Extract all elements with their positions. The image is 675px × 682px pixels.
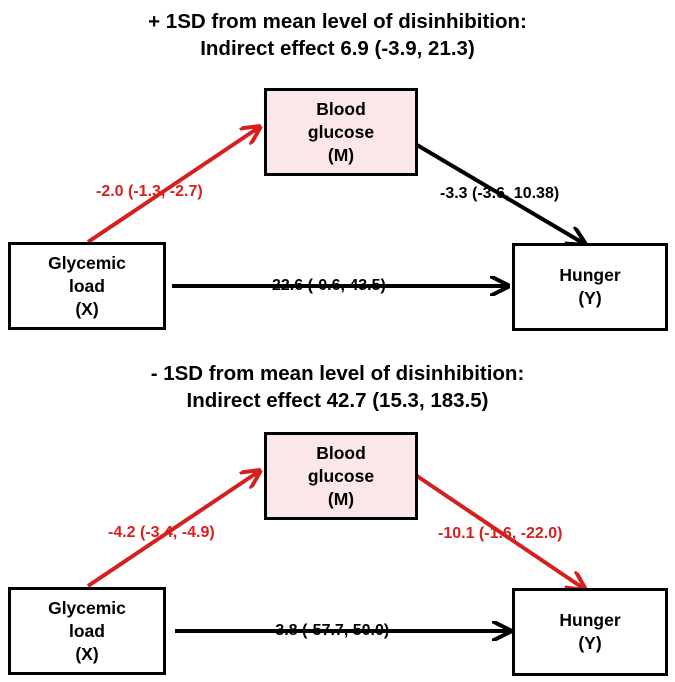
path-b-arrow (415, 474, 583, 588)
path-b-coefficient: -10.1 (-1.6, -22.0) (438, 525, 563, 542)
mediator-node-blood-glucose: Blood glucose (M) (264, 432, 418, 520)
node-label: Hunger (559, 610, 621, 630)
node-label: (Y) (578, 288, 602, 308)
node-label: glucose (307, 121, 375, 142)
predictor-node-glycemic-load: Glycemic load (X) (8, 587, 166, 675)
node-label: (X) (75, 298, 99, 319)
panel-title-line-2: Indirect effect 6.9 (-3.9, 21.3) (200, 37, 475, 60)
node-label: Glycemic (48, 252, 126, 273)
predictor-node-glycemic-load: Glycemic load (X) (8, 242, 166, 330)
panel-title-line-1: - 1SD from mean level of disinhibition: (150, 362, 525, 385)
path-a-coefficient: -2.0 (-1.3, -2.7) (96, 183, 203, 200)
panel-title: + 1SD from mean level of disinhibition: … (0, 8, 675, 62)
path-a-arrow (86, 472, 258, 588)
node-label: load (69, 275, 105, 296)
node-label: Hunger (559, 265, 621, 285)
node-label: (M) (327, 488, 355, 509)
outcome-node-hunger: Hunger (Y) (512, 243, 668, 331)
node-label: (X) (75, 643, 99, 664)
path-c-coefficient: -3.8 (-57.7, 50.0) (270, 622, 390, 639)
node-label: (Y) (578, 633, 602, 653)
path-arrows (86, 340, 675, 682)
outcome-node-hunger: Hunger (Y) (512, 588, 668, 676)
panel-title-line-2: Indirect effect 42.7 (15.3, 183.5) (186, 389, 489, 412)
path-b-arrow (415, 143, 583, 243)
path-arrows (86, 0, 675, 340)
node-label: glucose (307, 465, 375, 486)
path-a-arrow (86, 128, 258, 244)
mediator-node-blood-glucose: Blood glucose (M) (264, 88, 418, 176)
mediation-panel-low-disinhibition: - 1SD from mean level of disinhibition: … (0, 340, 675, 682)
panel-title-line-1: + 1SD from mean level of disinhibition: (148, 10, 527, 33)
panel-title: - 1SD from mean level of disinhibition: … (0, 360, 675, 414)
path-c-coefficient: 22.6 (-0.6, 43.5) (272, 277, 386, 294)
mediation-panel-high-disinhibition: + 1SD from mean level of disinhibition: … (0, 0, 675, 340)
node-label: Glycemic (48, 597, 126, 618)
node-label: Blood (316, 442, 366, 463)
node-label: (M) (327, 144, 355, 165)
path-b-coefficient: -3.3 (-3.6, 10.38) (440, 185, 560, 202)
path-a-coefficient: -4.2 (-3.4, -4.9) (108, 524, 215, 541)
node-label: Blood (316, 98, 366, 119)
node-label: load (69, 620, 105, 641)
